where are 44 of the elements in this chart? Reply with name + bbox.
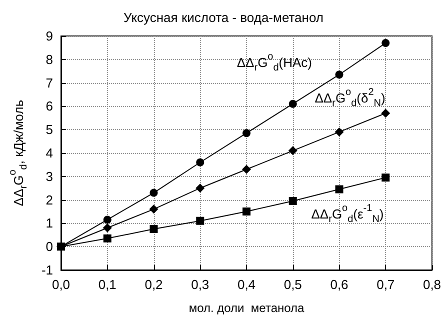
x-tick-label: 0,5 bbox=[284, 277, 302, 292]
x-tick-label: 0,0 bbox=[52, 277, 70, 292]
point bbox=[335, 185, 344, 194]
x-tick-label: 0,6 bbox=[330, 277, 348, 292]
y-tick-label: 4 bbox=[46, 146, 53, 160]
point bbox=[196, 184, 205, 193]
x-tick-label: 0,1 bbox=[98, 277, 116, 292]
point bbox=[242, 164, 251, 174]
y-tick-label: 6 bbox=[46, 98, 53, 114]
point bbox=[150, 225, 158, 234]
x-tick-label: 0,7 bbox=[376, 277, 395, 292]
y-tick-label: 1 bbox=[46, 216, 53, 231]
x-tick-label: 0,2 bbox=[144, 277, 163, 292]
point bbox=[288, 100, 297, 108]
point bbox=[196, 158, 204, 166]
point bbox=[288, 196, 297, 205]
point bbox=[288, 146, 298, 156]
point bbox=[103, 216, 112, 224]
point bbox=[149, 204, 158, 214]
y-axis-title: ΔΔrGod, кДж/моль bbox=[8, 100, 30, 206]
point bbox=[381, 108, 390, 118]
x-axis-title: мол. доли метанола bbox=[188, 301, 305, 315]
y-tick-label: 7 bbox=[46, 75, 53, 90]
point bbox=[382, 174, 390, 182]
x-tick-label: 0,3 bbox=[191, 277, 210, 292]
x-tick-label: 0,8 bbox=[422, 277, 442, 292]
y-tick-label: 8 bbox=[46, 52, 53, 67]
point bbox=[382, 39, 390, 48]
y-tick-label: 3 bbox=[46, 168, 53, 184]
point bbox=[150, 188, 158, 197]
y-tick-label: 0 bbox=[46, 239, 53, 254]
y-tick-label: -1 bbox=[41, 262, 53, 278]
chart-title: Уксусная кислота - вода-метанол bbox=[124, 10, 324, 25]
point bbox=[242, 208, 250, 216]
y-tick-label: 9 bbox=[46, 28, 53, 44]
y-tick-label: 2 bbox=[46, 192, 53, 208]
point bbox=[103, 234, 112, 242]
y-tick-label: 5 bbox=[46, 122, 53, 138]
point bbox=[102, 223, 112, 232]
point bbox=[196, 216, 204, 225]
point bbox=[242, 129, 250, 138]
x-tick-label: 0,4 bbox=[237, 277, 256, 292]
point bbox=[334, 127, 344, 136]
point bbox=[335, 70, 344, 79]
